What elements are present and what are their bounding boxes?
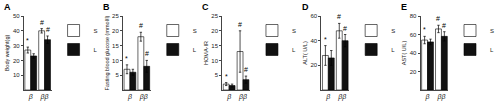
svg-text:ββ: ββ bbox=[139, 93, 148, 101]
svg-text:L: L bbox=[292, 47, 296, 53]
svg-text:ALT( U/L): ALT( U/L) bbox=[302, 41, 308, 65]
svg-text:40: 40 bbox=[13, 28, 20, 34]
svg-text:#: # bbox=[343, 25, 347, 32]
svg-text:#: # bbox=[46, 26, 50, 33]
svg-text:A: A bbox=[4, 2, 11, 12]
svg-text:80: 80 bbox=[410, 13, 417, 19]
svg-text:Fasting blood glucose (mmol/l): Fasting blood glucose (mmol/l) bbox=[104, 15, 110, 90]
svg-text:E: E bbox=[401, 2, 407, 12]
svg-text:20: 20 bbox=[410, 69, 417, 75]
svg-text:C: C bbox=[202, 2, 209, 12]
svg-text:S: S bbox=[490, 28, 494, 34]
svg-text:15: 15 bbox=[112, 43, 119, 49]
svg-text:25: 25 bbox=[211, 13, 218, 19]
svg-text:L: L bbox=[94, 47, 98, 53]
svg-text:HOMA-IR: HOMA-IR bbox=[203, 41, 209, 65]
svg-text:ββ: ββ bbox=[40, 93, 49, 101]
svg-text:40: 40 bbox=[311, 38, 318, 44]
svg-text:S: S bbox=[94, 28, 98, 34]
svg-text:#: # bbox=[145, 50, 149, 57]
svg-text:20: 20 bbox=[211, 28, 218, 34]
svg-text:*: * bbox=[125, 55, 128, 62]
svg-text:40: 40 bbox=[410, 50, 417, 56]
svg-text:5: 5 bbox=[115, 72, 119, 78]
svg-text:#: # bbox=[337, 13, 341, 20]
svg-text:25: 25 bbox=[112, 13, 119, 19]
svg-text:10: 10 bbox=[112, 58, 119, 64]
svg-text:ββ: ββ bbox=[238, 93, 247, 101]
svg-text:*: * bbox=[324, 36, 327, 43]
svg-text:L: L bbox=[391, 47, 395, 53]
svg-text:*: * bbox=[26, 37, 29, 44]
svg-text:D: D bbox=[302, 2, 309, 12]
svg-text:10: 10 bbox=[211, 58, 218, 64]
svg-text:β: β bbox=[226, 93, 231, 101]
svg-text:ββ: ββ bbox=[436, 93, 445, 101]
svg-text:Body weight(g): Body weight(g) bbox=[4, 34, 10, 71]
svg-text:#: # bbox=[442, 22, 446, 29]
svg-text:#: # bbox=[436, 15, 440, 22]
svg-text:β: β bbox=[127, 93, 132, 101]
svg-text:#: # bbox=[238, 21, 242, 28]
svg-text:30: 30 bbox=[13, 43, 20, 49]
svg-text:#: # bbox=[40, 19, 44, 26]
svg-text:L: L bbox=[193, 47, 197, 53]
svg-text:AST( U/L): AST( U/L) bbox=[401, 41, 407, 66]
svg-text:10: 10 bbox=[13, 72, 20, 78]
svg-text:20: 20 bbox=[311, 62, 318, 68]
svg-text:β: β bbox=[425, 93, 430, 101]
svg-text:β: β bbox=[325, 93, 330, 101]
svg-text:B: B bbox=[103, 2, 110, 12]
svg-text:60: 60 bbox=[410, 32, 417, 38]
svg-text:β: β bbox=[28, 93, 33, 101]
svg-text:5: 5 bbox=[215, 72, 219, 78]
svg-text:60: 60 bbox=[311, 13, 318, 19]
svg-text:S: S bbox=[193, 28, 197, 34]
svg-text:*: * bbox=[423, 26, 426, 33]
svg-text:S: S bbox=[292, 28, 296, 34]
svg-text:S: S bbox=[391, 28, 395, 34]
svg-text:ββ: ββ bbox=[337, 93, 346, 101]
svg-text:#: # bbox=[139, 22, 143, 29]
svg-text:#: # bbox=[244, 66, 248, 73]
svg-text:L: L bbox=[490, 47, 494, 53]
svg-text:*: * bbox=[225, 73, 228, 80]
svg-text:20: 20 bbox=[112, 28, 119, 34]
svg-text:15: 15 bbox=[211, 43, 218, 49]
svg-text:50: 50 bbox=[13, 13, 20, 19]
svg-text:20: 20 bbox=[13, 58, 20, 64]
